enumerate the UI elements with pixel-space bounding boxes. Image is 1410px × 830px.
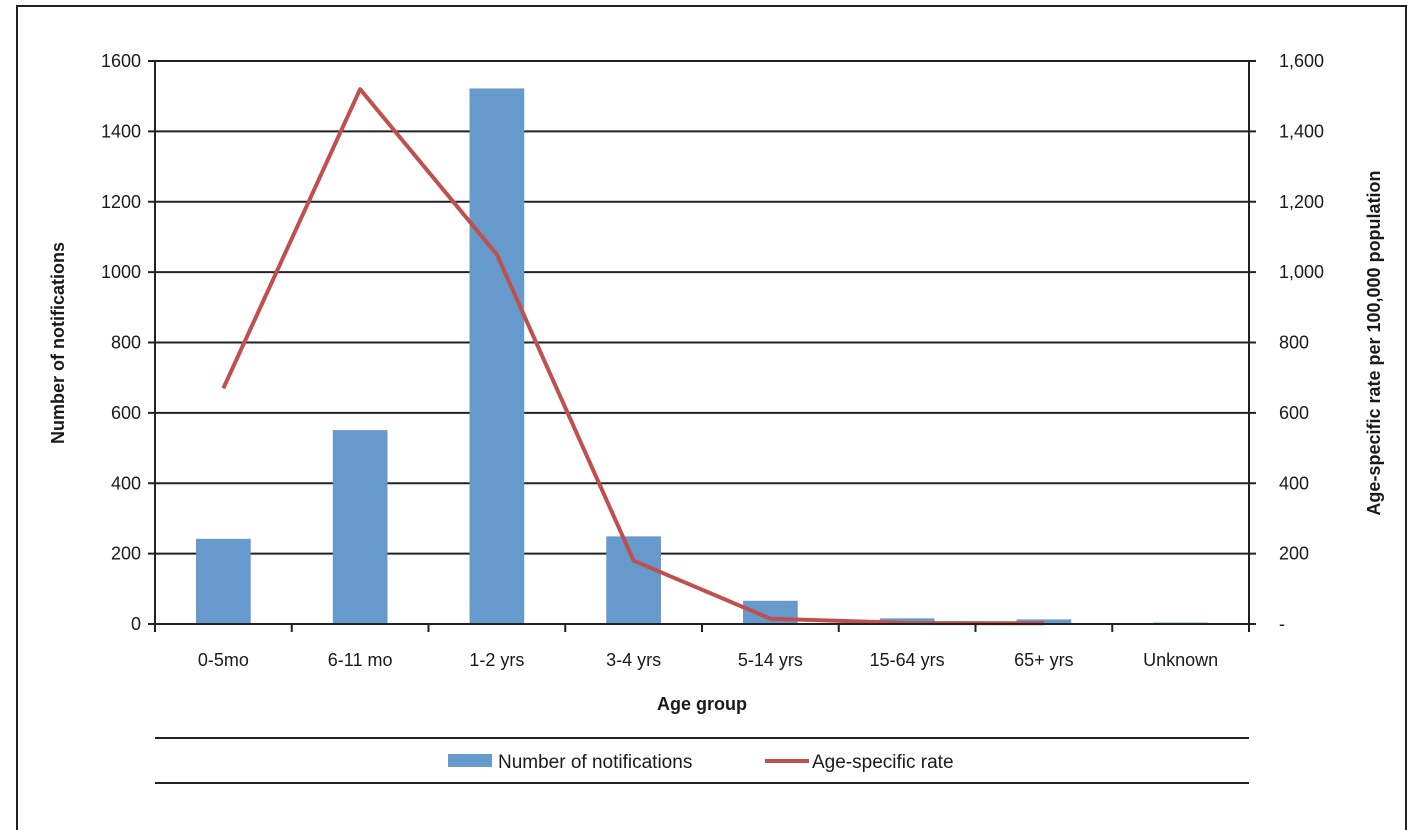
x-axis-ticks: 0-5mo 6-11 mo 1-2 yrs 3-4 yrs 5-14 yrs 15-64 … (198, 650, 1218, 670)
legend-label-notifications: Number of notifications (498, 752, 692, 773)
legend-label-rate: Age-specific rate (812, 752, 954, 773)
left-axis-title: Number of notifications (48, 242, 68, 444)
right-tick-label: 1,000 (1279, 262, 1324, 282)
bar-series (196, 88, 1208, 625)
axes (148, 60, 1256, 632)
legend-swatch-notifications (448, 754, 492, 767)
left-tick-label: 1200 (101, 192, 141, 212)
left-tick-label: 400 (111, 473, 141, 493)
x-tick-label: 15-64 yrs (870, 650, 945, 670)
left-axis-ticks: 0 200 400 600 800 1000 1200 1400 1600 (101, 51, 141, 634)
line-point (222, 387, 224, 389)
right-tick-label: 200 (1279, 544, 1309, 564)
right-tick-label: 1,200 (1279, 192, 1324, 212)
x-tick-label: 0-5mo (198, 650, 249, 670)
right-tick-label: - (1279, 614, 1285, 634)
line-point (769, 618, 771, 620)
x-tick-label: 65+ yrs (1014, 650, 1074, 670)
bar (606, 536, 661, 624)
right-tick-label: 1,600 (1279, 51, 1324, 71)
left-tick-label: 0 (131, 614, 141, 634)
x-tick-label: 6-11 mo (328, 650, 393, 670)
left-tick-label: 800 (111, 333, 141, 353)
x-axis-title: Age group (657, 694, 747, 714)
right-tick-label: 1,400 (1279, 121, 1324, 141)
bar (469, 88, 525, 625)
bar (196, 538, 251, 624)
left-tick-label: 1000 (101, 262, 141, 282)
x-tick-label: 5-14 yrs (738, 650, 803, 670)
bar (332, 430, 388, 624)
right-tick-label: 400 (1279, 473, 1309, 493)
line-point (633, 560, 635, 562)
left-tick-label: 1400 (101, 121, 141, 141)
figure-border (16, 5, 1407, 830)
x-tick-label: Unknown (1143, 650, 1218, 670)
legend: Number of notifications Age-specific rat… (155, 737, 1249, 784)
gridlines (155, 60, 1249, 555)
right-tick-label: 600 (1279, 403, 1309, 423)
left-tick-label: 600 (111, 403, 141, 423)
x-tick-label: 1-2 yrs (469, 650, 524, 670)
line-point (359, 88, 361, 90)
right-axis-ticks: - 200 400 600 800 1,000 1,200 1,400 1,600 (1279, 51, 1324, 634)
left-tick-label: 200 (111, 544, 141, 564)
right-tick-label: 800 (1279, 333, 1309, 353)
left-tick-label: 1600 (101, 51, 141, 71)
right-axis-title: Age-specific rate per 100,000 population (1364, 170, 1384, 515)
x-tick-label: 3-4 yrs (606, 650, 661, 670)
line-point (496, 254, 498, 256)
